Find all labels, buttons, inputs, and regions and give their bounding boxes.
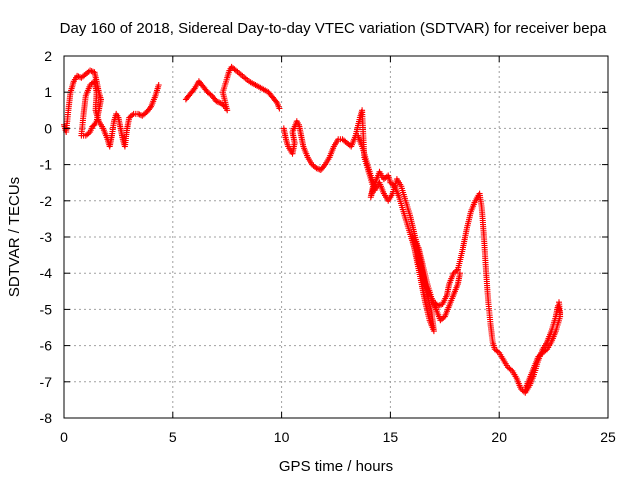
data-point [273,98,280,105]
series-segment-2 [182,63,283,114]
data-point [88,68,95,75]
x-tick-label: 20 [491,429,507,445]
x-tick-label: 10 [274,429,290,445]
y-tick-label: 2 [44,48,52,64]
data-point [556,299,562,306]
data-point [321,163,327,169]
series-segment-4 [354,132,463,335]
data-point [155,82,162,88]
x-tick-label: 0 [60,429,68,445]
data-point [129,112,136,119]
y-tick-label: 0 [44,120,52,136]
y-tick-label: -3 [40,229,53,245]
data-point [190,86,197,93]
y-axis-label: SDTVAR / TECUs [6,177,23,297]
data-point [135,110,141,117]
y-tick-label: -4 [40,265,53,281]
data-point [203,87,210,94]
y-tick-labels: 2 1 0 -1 -2 -3 -4 -5 -6 -7 -8 [40,48,53,426]
x-tick-label: 5 [169,429,177,445]
axis-ticks [63,55,609,419]
series-segment-5 [522,299,564,392]
data-point [457,270,463,277]
data-point [77,74,83,81]
y-tick-label: 1 [44,84,52,100]
y-tick-label: -5 [40,301,53,317]
data-point [147,105,153,111]
y-tick-label: -6 [40,338,53,354]
y-tick-label: -2 [40,193,53,209]
x-tick-label: 25 [600,429,616,445]
data-point [276,105,283,112]
y-tick-label: -1 [40,157,53,173]
x-axis-label: GPS time / hours [279,458,393,475]
x-tick-labels: 0 5 10 15 20 25 [60,429,616,445]
data-point [214,98,221,105]
data-point [84,131,91,138]
data-point [137,112,144,119]
series-segment-1 [61,67,162,150]
data-points [61,63,564,396]
x-tick-label: 15 [383,429,399,445]
chart-title: Day 160 of 2018, Sidereal Day-to-day VTE… [60,20,607,37]
data-point [74,72,81,79]
y-tick-label: -8 [40,410,53,426]
y-tick-label: -7 [40,374,53,390]
